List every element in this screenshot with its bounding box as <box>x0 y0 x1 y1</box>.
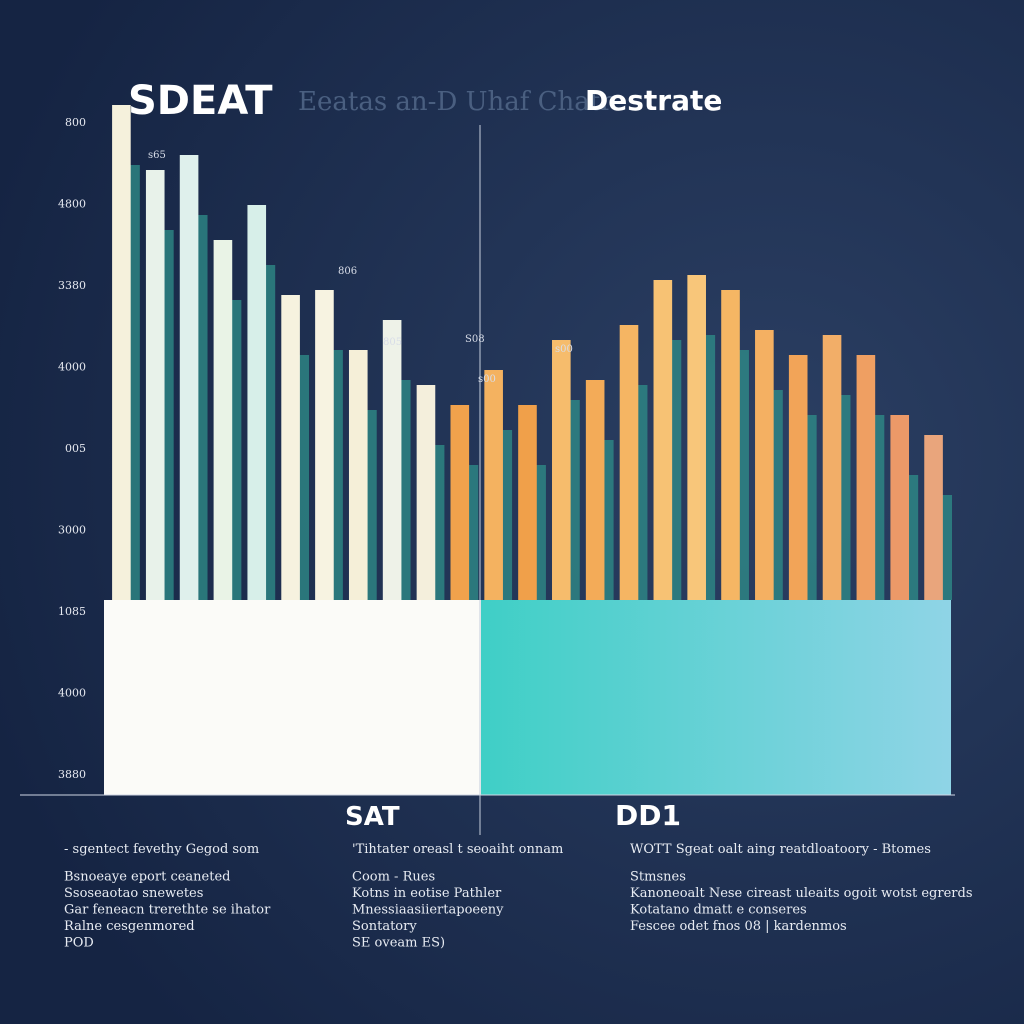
note-text: SE oveam ES) <box>352 936 445 951</box>
chart-subtitle: Eeatas an-D Uhaf Chatr <box>298 87 613 117</box>
bar <box>145 170 165 600</box>
note-text: - sgentect fevethy Gegod som <box>64 842 259 857</box>
annotation: 805 <box>383 337 402 348</box>
bar <box>382 320 402 600</box>
chart-title-right: Destrate <box>585 84 722 117</box>
y-axis-label: 005 <box>65 442 86 455</box>
y-axis-label: 4000 <box>58 687 86 700</box>
note-text: Sontatory <box>352 919 417 934</box>
bar <box>518 405 537 600</box>
bar <box>281 295 300 600</box>
bar <box>653 280 673 600</box>
annotation: 806 <box>338 266 357 277</box>
note-text: Bsnoeaye eport ceaneted <box>64 870 230 885</box>
bar <box>315 290 334 600</box>
annotation: s65 <box>148 150 166 161</box>
annotation: s00 <box>555 344 573 355</box>
note-text: Stmsnes <box>630 870 686 885</box>
note-text: Kanoneoalt Nese cireast uleaits ogoit wo… <box>630 886 973 901</box>
note-text: Gar feneacn trerethte se ihator <box>64 903 271 918</box>
note-text: Ssoseaotao snewetes <box>64 886 203 901</box>
note-text: POD <box>64 936 94 951</box>
note-text: Kotns in eotise Pathler <box>352 886 502 901</box>
bar <box>856 355 876 600</box>
bar <box>484 370 503 600</box>
section-label: SAT <box>345 802 400 832</box>
bar <box>890 415 910 600</box>
bar <box>788 355 808 600</box>
bars <box>112 105 952 600</box>
y-axis-label: 3380 <box>58 279 86 292</box>
bar <box>416 385 436 600</box>
bar <box>213 240 233 600</box>
note-text: Kotatano dmatt e conseres <box>630 903 807 918</box>
y-axis-label: 3880 <box>58 768 86 781</box>
bar <box>450 405 470 600</box>
bar <box>755 330 774 600</box>
y-axis-label: 4800 <box>58 198 86 211</box>
base-panel-right <box>481 600 951 795</box>
y-axis-label: 4000 <box>58 361 86 374</box>
note-text: Coom - Rues <box>352 870 435 885</box>
bar <box>687 275 706 600</box>
bar <box>348 350 368 600</box>
y-axis-label: 800 <box>65 116 86 129</box>
annotation: S08 <box>465 334 485 345</box>
bar <box>619 325 639 600</box>
note-text: WOTT Sgeat oalt aing reatdloatoory - Bto… <box>630 842 931 857</box>
base-panel-left <box>104 600 481 795</box>
bar <box>924 435 943 600</box>
bar <box>247 205 267 600</box>
bar <box>721 290 740 600</box>
note-text: Mnessiaasiiertapoeeny <box>352 903 504 918</box>
chart-title: SDEAT <box>128 78 273 124</box>
note-text: 'Tihtater oreasl t seoaiht onnam <box>352 842 563 857</box>
note-text: Fescee odet fnos 08 | kardenmos <box>630 919 847 934</box>
bar <box>585 380 605 600</box>
bar <box>112 105 131 600</box>
annotation: s00 <box>478 374 496 385</box>
y-axis-label: 3000 <box>58 524 86 537</box>
bar <box>822 335 842 600</box>
bar <box>179 155 199 600</box>
note-text: Ralne cesgenmored <box>64 919 195 934</box>
y-axis-label: 1085 <box>58 605 86 618</box>
bar <box>552 340 571 600</box>
section-label: DD1 <box>615 799 681 832</box>
